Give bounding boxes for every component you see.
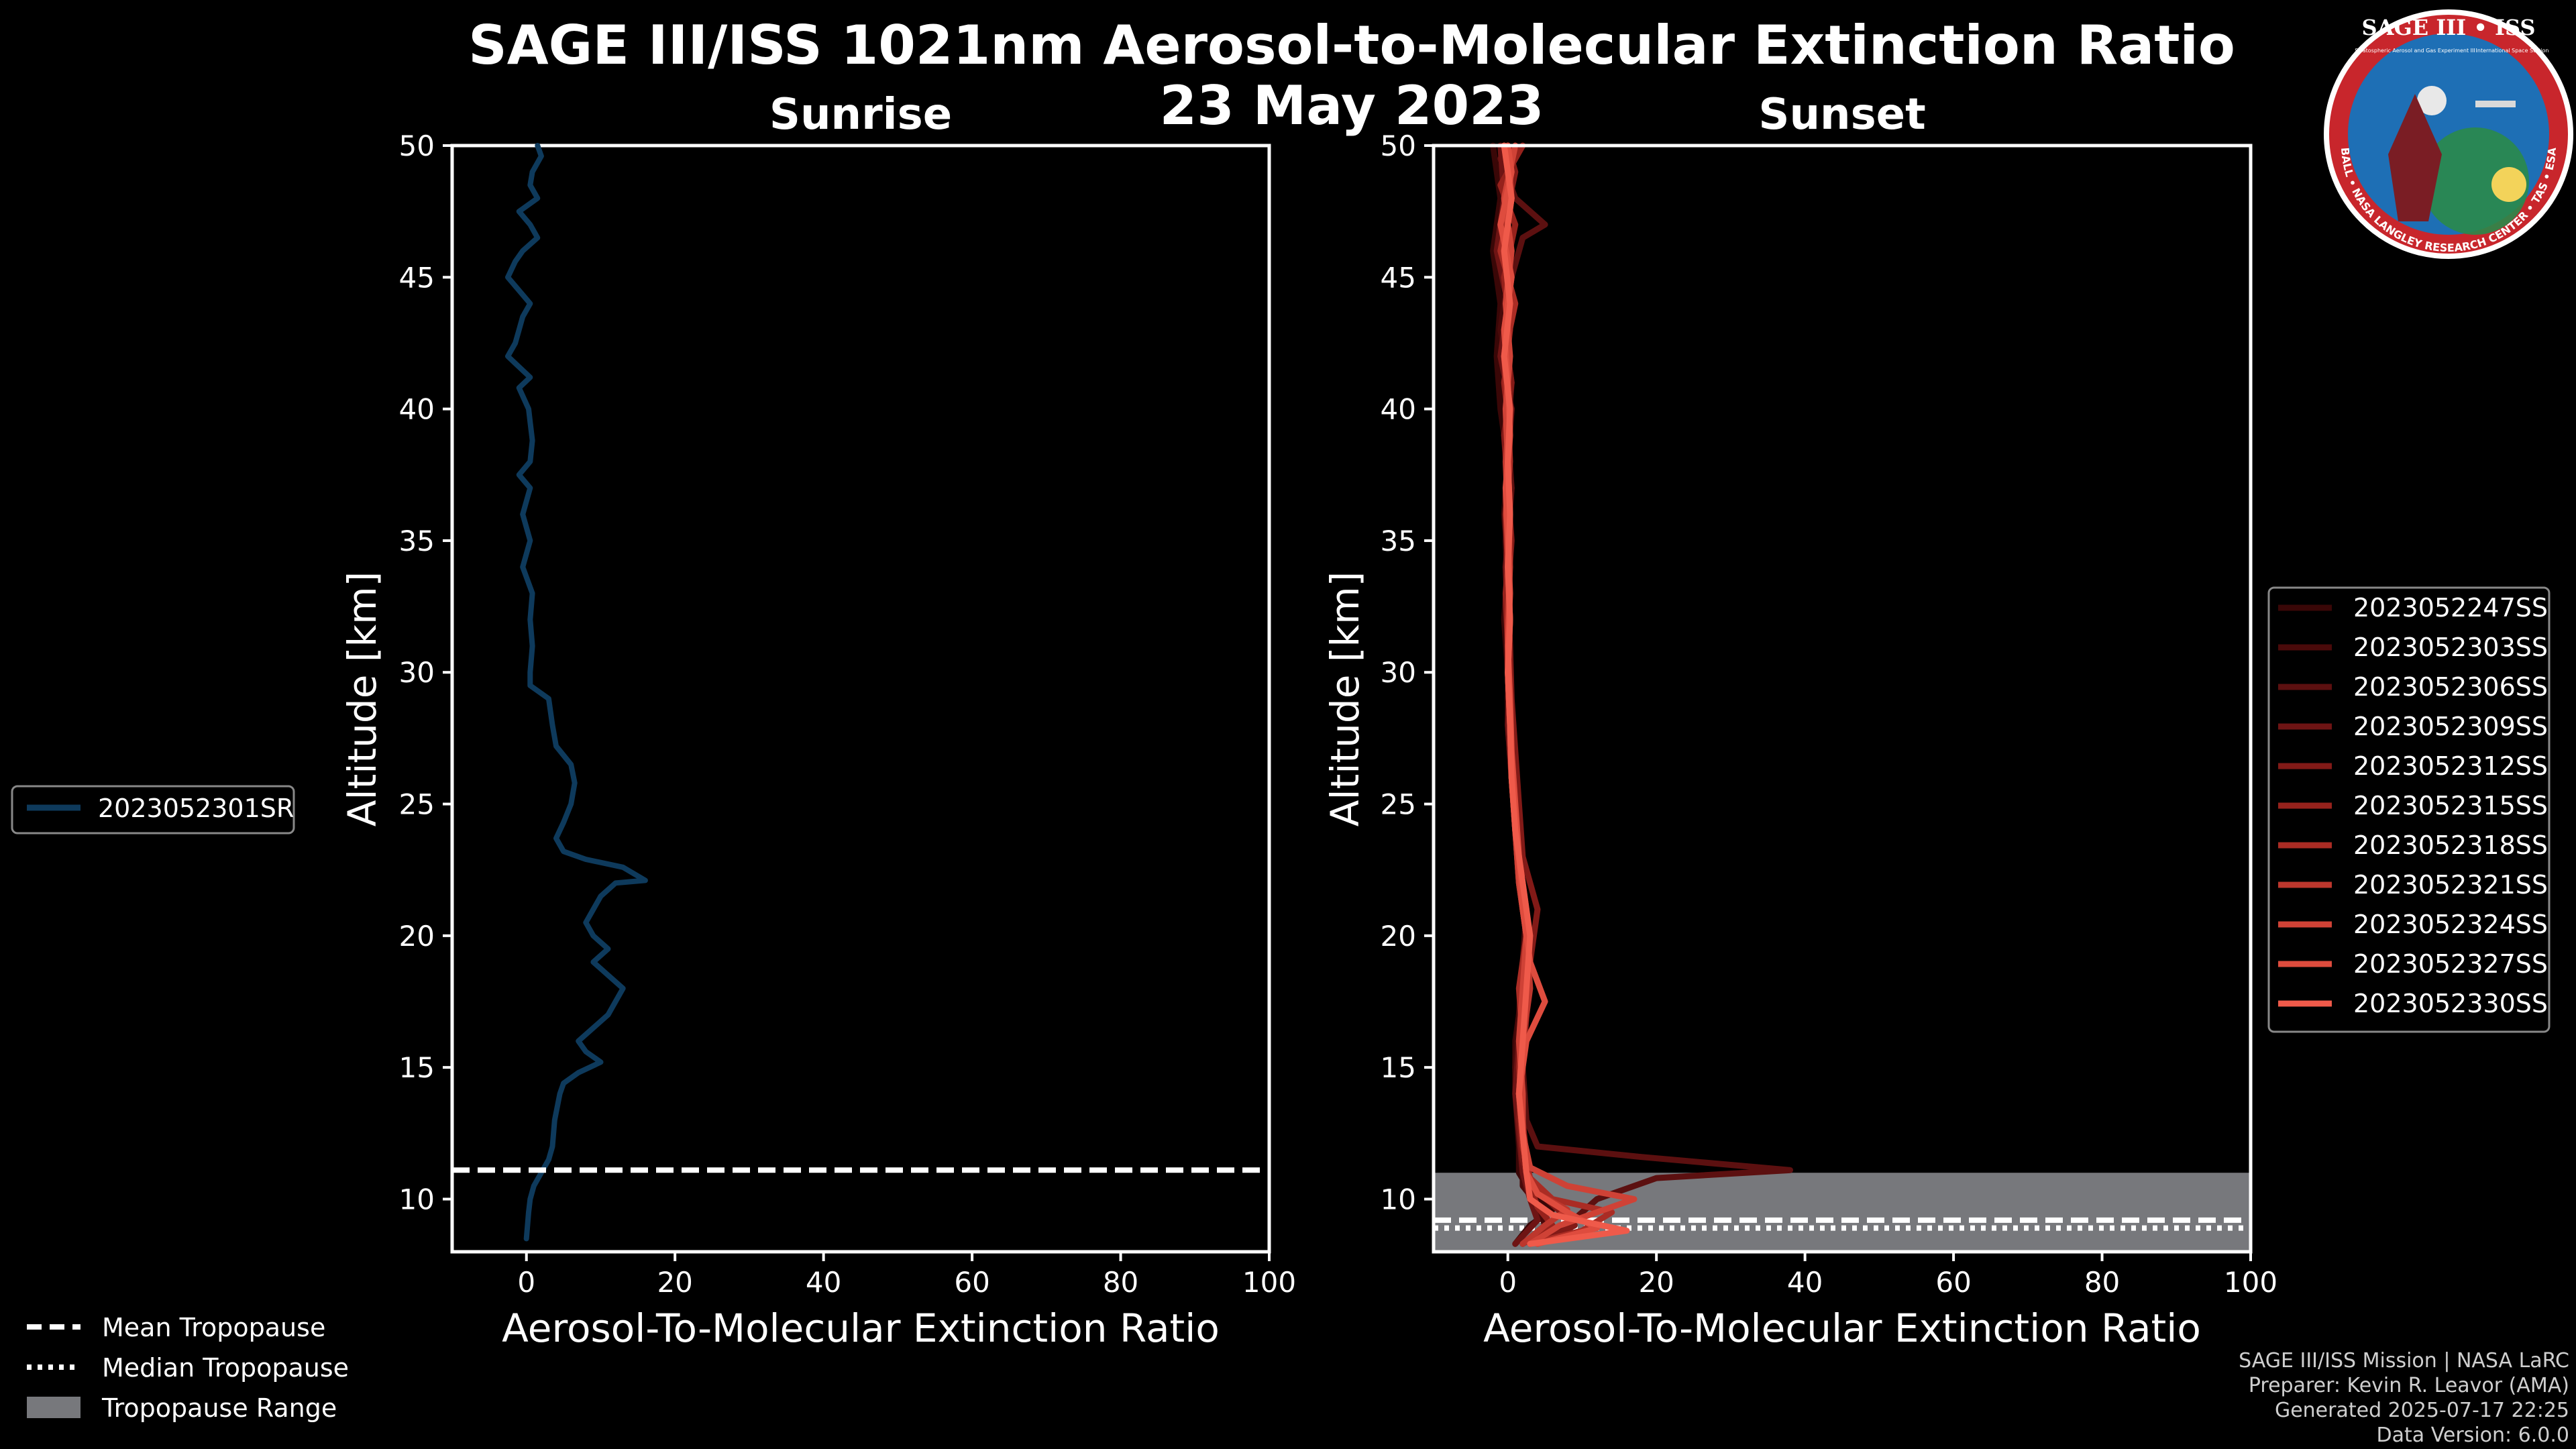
sunset-x-tick-label: 100 — [2224, 1266, 2277, 1299]
sunrise-y-tick-label: 35 — [399, 525, 435, 557]
sunrise-y-tick-label: 20 — [399, 920, 435, 953]
sunset-legend-label-2023052247SS: 2023052247SS — [2353, 593, 2548, 623]
sunset-y-tick-label: 40 — [1381, 393, 1416, 426]
sunrise-y-tick-label: 40 — [399, 393, 435, 426]
sunset-series-line-2023052330SS — [1501, 142, 1630, 1247]
sunset-y-tick-label: 15 — [1381, 1051, 1416, 1084]
sunset-legend-box — [2267, 586, 2551, 1033]
sunset-y-tick-label: 10 — [1381, 1183, 1416, 1216]
logo-figure-icon — [2388, 94, 2442, 221]
sunset-legend-label-2023052309SS: 2023052309SS — [2353, 712, 2548, 741]
sunset-legend-label-2023052324SS: 2023052324SS — [2353, 910, 2548, 939]
sunset-y-axis-label: Altitude [km] — [1322, 572, 1368, 826]
sunset-x-axis-label: Aerosol-To-Molecular Extinction Ratio — [1483, 1305, 2201, 1351]
sunset-y-tick-label: 30 — [1381, 656, 1416, 689]
sunset-x-tick-label: 60 — [1935, 1266, 1971, 1299]
sunrise-y-tick-label: 10 — [399, 1183, 435, 1216]
sunrise-panel: 0 20 40 60 80 100 10 15 20 25 30 35 40 45 50 — [399, 129, 1297, 1299]
sunset-y-tick-label: 50 — [1381, 129, 1416, 162]
credit-preparer: Preparer: Kevin R. Leavor (AMA) — [2249, 1374, 2569, 1397]
sunrise-x-tick-label: 80 — [1103, 1266, 1138, 1299]
credit-mission: SAGE III/ISS Mission | NASA LaRC — [2239, 1349, 2569, 1373]
mean-tropopause-label: Mean Tropopause — [102, 1313, 325, 1342]
tropopause-range-label: Tropopause Range — [101, 1393, 337, 1423]
sunset-plot-border — [1432, 144, 2253, 1254]
credit-generated: Generated 2025-07-17 22:25 — [2275, 1399, 2569, 1422]
sunset-legend-label-2023052306SS: 2023052306SS — [2353, 672, 2548, 702]
logo-subtitle-left: Stratospheric Aerosol and Gas Experiment… — [2355, 48, 2475, 54]
sunset-series-layer — [1490, 142, 1793, 1247]
sunrise-y-tick-label: 50 — [399, 129, 435, 162]
credit-data-version: Data Version: 6.0.0 — [2377, 1424, 2569, 1447]
sunrise-y-tick-label: 45 — [399, 261, 435, 294]
sunrise-x-tick-label: 40 — [806, 1266, 841, 1299]
logo-station-icon — [2475, 101, 2516, 107]
sunrise-panel-title: Sunrise — [769, 90, 952, 140]
sunset-legend: 2023052247SS 2023052303SS 2023052306SS 2023… — [2267, 586, 2551, 1033]
sunset-y-tick-label: 20 — [1381, 920, 1416, 953]
sunset-panel: 0 20 40 60 80 100 10 15 20 25 30 35 40 45 50 — [1381, 129, 2278, 1299]
sunrise-y-axis-label: Altitude [km] — [339, 572, 385, 826]
sunset-plot-frame — [1432, 144, 2253, 1254]
sunset-y-tick-label: 35 — [1381, 525, 1416, 557]
sunset-x-tick-label: 40 — [1787, 1266, 1823, 1299]
sunrise-legend-label: 2023052301SR — [98, 794, 294, 823]
sunrise-series-line-2023052301SR — [505, 143, 648, 1242]
sunrise-x-tick-label: 0 — [517, 1266, 535, 1299]
sunrise-x-tick-label: 100 — [1242, 1266, 1296, 1299]
sunset-x-tick-label: 80 — [2084, 1266, 2120, 1299]
sunset-legend-label-2023052312SS: 2023052312SS — [2353, 751, 2548, 781]
tropopause-legend: Mean Tropopause Median Tropopause Tropop… — [27, 1313, 349, 1423]
sunset-legend-label-2023052303SS: 2023052303SS — [2353, 633, 2548, 662]
sunrise-x-tick-label: 20 — [657, 1266, 692, 1299]
logo-moon-icon — [2417, 86, 2447, 115]
tropopause-range-swatch — [27, 1397, 80, 1418]
sunset-x-tick-label: 0 — [1499, 1266, 1517, 1299]
sunrise-series-layer — [505, 143, 648, 1242]
sunset-y-ticks: 10 15 20 25 30 35 40 45 50 — [1381, 129, 1434, 1216]
sunset-x-tick-label: 20 — [1638, 1266, 1674, 1299]
median-tropopause-label: Median Tropopause — [102, 1353, 349, 1383]
sunrise-y-tick-label: 30 — [399, 656, 435, 689]
sunset-y-tick-label: 25 — [1381, 788, 1416, 821]
sunrise-y-ticks: 10 15 20 25 30 35 40 45 50 — [399, 129, 452, 1216]
sunrise-y-tick-label: 15 — [399, 1051, 435, 1084]
sunrise-legend: 2023052301SR — [11, 785, 295, 835]
sunset-legend-label-2023052318SS: 2023052318SS — [2353, 830, 2548, 860]
figure-title: SAGE III/ISS 1021nm Aerosol-to-Molecular… — [468, 14, 2235, 76]
logo-subtitle-right: International Space Station — [2476, 48, 2549, 54]
logo-sun-icon — [2491, 167, 2526, 202]
sage-iss-logo: SAGE III • ISS Stratospheric Aerosol and… — [2324, 9, 2573, 259]
sunrise-x-ticks: 0 20 40 60 80 100 — [517, 1252, 1296, 1299]
sunset-legend-label-2023052321SS: 2023052321SS — [2353, 870, 2548, 900]
logo-earth-icon — [2422, 127, 2529, 235]
sunset-legend-label-2023052327SS: 2023052327SS — [2353, 949, 2548, 979]
sunrise-x-tick-label: 60 — [954, 1266, 989, 1299]
sunset-legend-label-2023052330SS: 2023052330SS — [2353, 989, 2548, 1018]
figure-date: 23 May 2023 — [1160, 74, 1544, 137]
sunrise-legend-box — [11, 785, 295, 835]
sunrise-x-axis-label: Aerosol-To-Molecular Extinction Ratio — [502, 1305, 1220, 1351]
sunset-legend-label-2023052315SS: 2023052315SS — [2353, 791, 2548, 820]
sunset-x-ticks: 0 20 40 60 80 100 — [1499, 1252, 2277, 1299]
logo-title-text: SAGE III • ISS — [2362, 15, 2536, 40]
sunrise-y-tick-label: 25 — [399, 788, 435, 821]
sunset-y-tick-label: 45 — [1381, 261, 1416, 294]
sunset-panel-title: Sunset — [1758, 90, 1925, 140]
sunrise-plot-frame — [450, 144, 1271, 1254]
credits: SAGE III/ISS Mission | NASA LaRC Prepare… — [2239, 1349, 2569, 1447]
